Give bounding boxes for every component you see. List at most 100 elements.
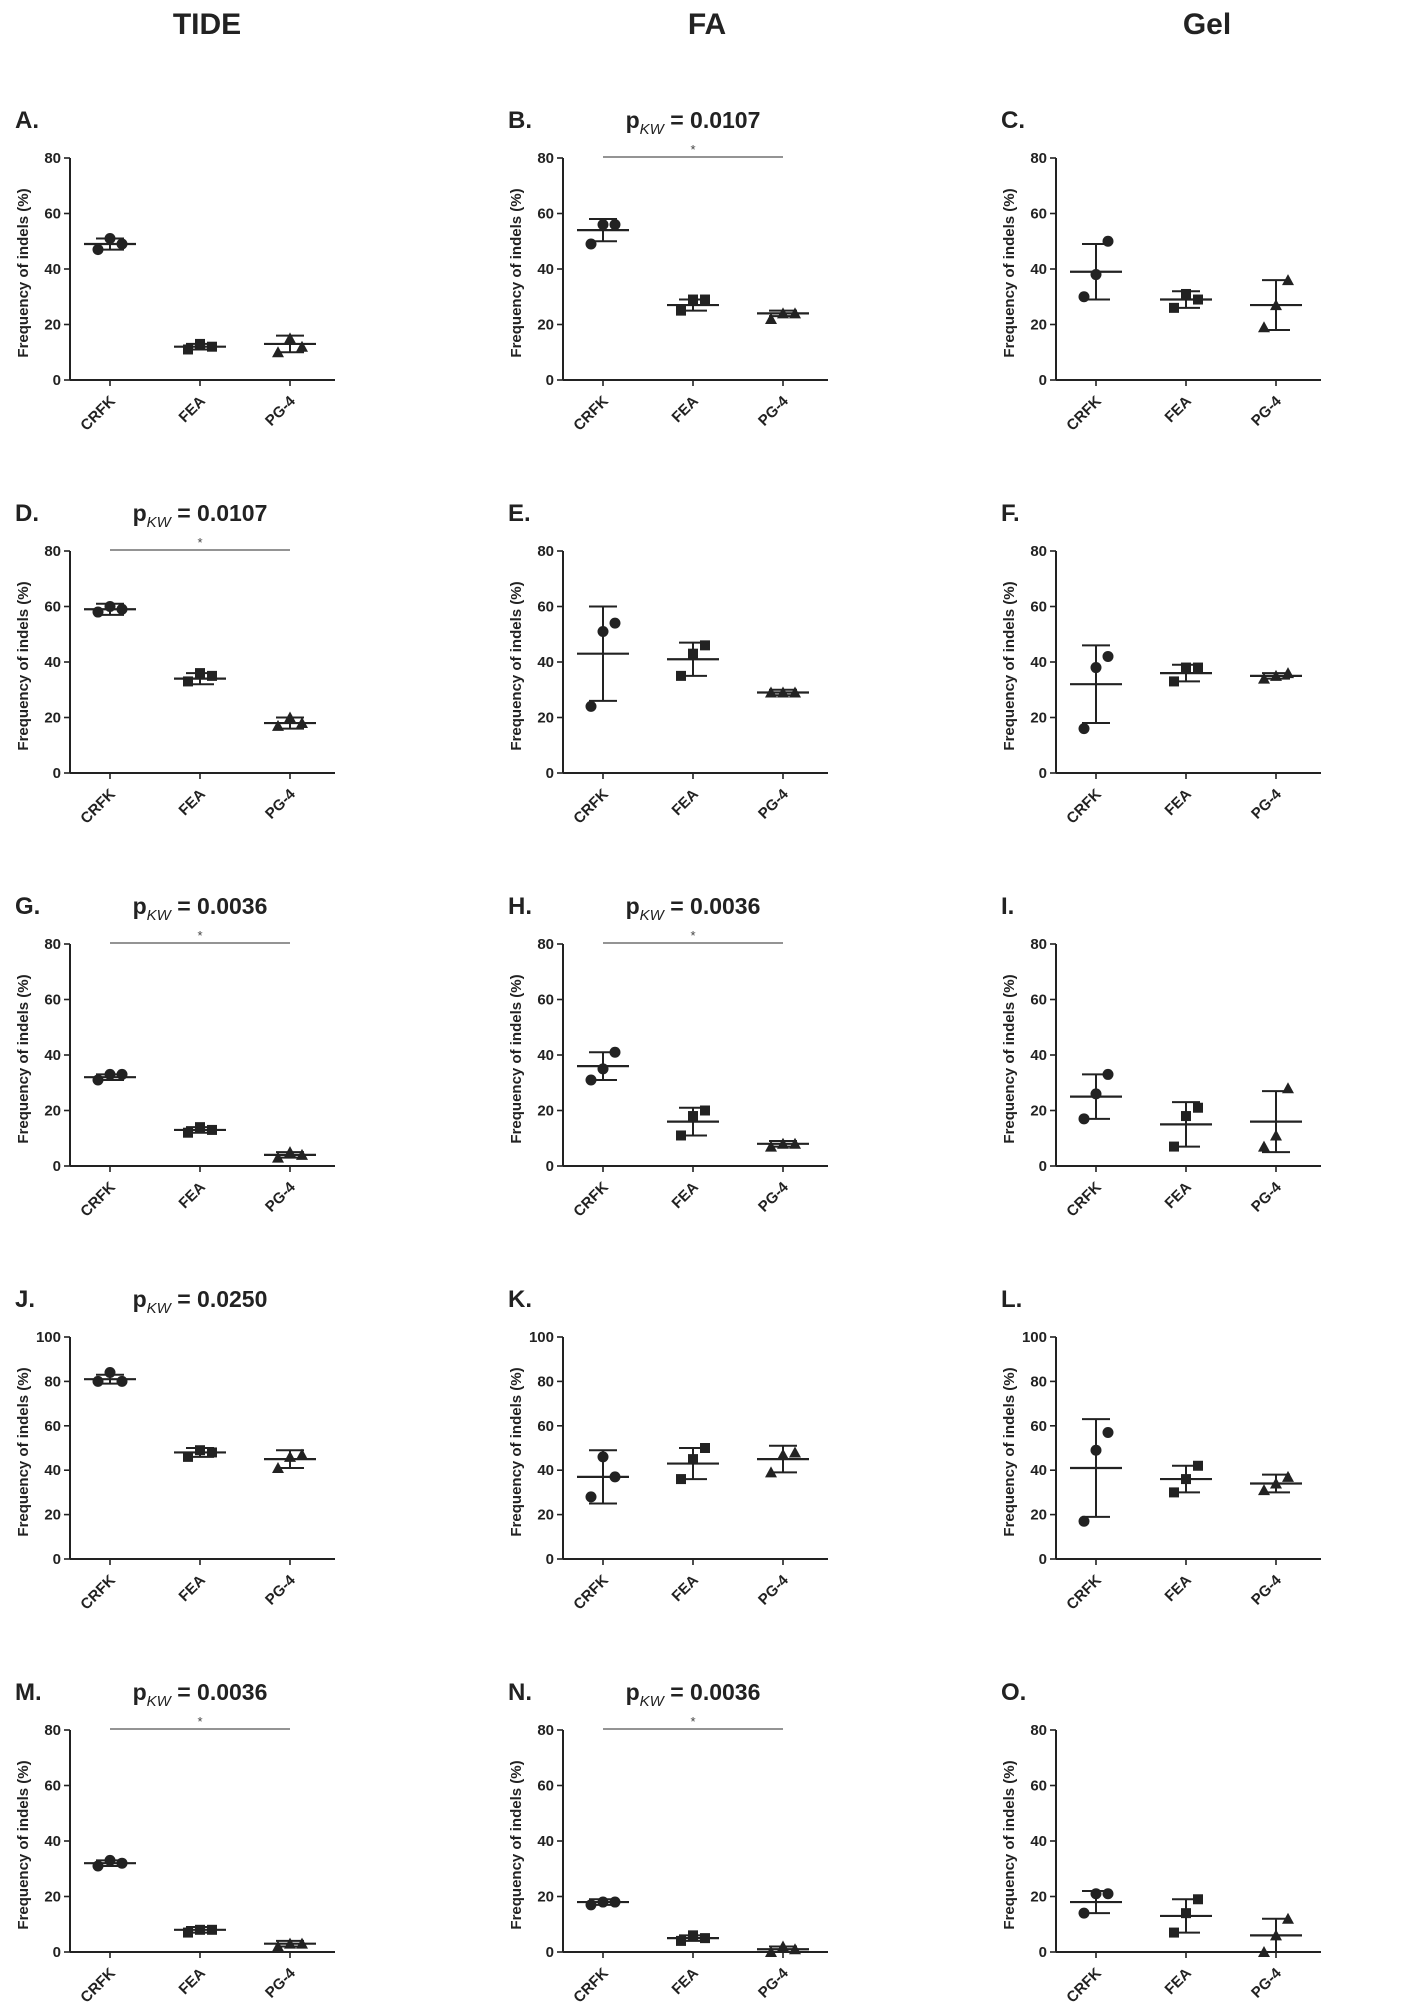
data-point xyxy=(1193,1460,1203,1471)
x-tick-label: FEA xyxy=(669,1572,702,1605)
data-point xyxy=(765,1466,777,1478)
data-point xyxy=(1270,1929,1282,1941)
y-axis-label: Frequency of indels (%) xyxy=(1001,581,1018,750)
data-point xyxy=(1169,1487,1179,1498)
data-point xyxy=(609,617,621,629)
y-tick-label: 20 xyxy=(1030,1889,1047,1906)
panel-label: B. xyxy=(508,107,532,134)
x-tick-label: PG-4 xyxy=(755,785,792,822)
y-tick-label: 80 xyxy=(44,543,61,560)
chart-panel: C. Frequency of indels (%) 0 20 40 60 80 CRFK FE… xyxy=(1001,107,1321,434)
x-tick-label: CRFK xyxy=(77,1572,119,1614)
y-tick-label: 100 xyxy=(529,1329,554,1346)
chart-panel: N. pKW = 0.0036 Frequency of indels (%) 0 20… xyxy=(508,1679,828,2006)
data-point xyxy=(104,601,116,612)
y-tick-label: 60 xyxy=(537,206,554,223)
data-point xyxy=(116,238,128,250)
y-axis-label: Frequency of indels (%) xyxy=(1001,974,1018,1143)
x-tick-label: CRFK xyxy=(570,1965,612,2007)
x-tick-label: FEA xyxy=(669,1965,702,1998)
data-point xyxy=(296,1937,308,1949)
y-tick-label: 0 xyxy=(1039,1944,1047,1961)
data-point xyxy=(585,1491,597,1503)
data-point xyxy=(104,1854,116,1866)
data-point xyxy=(1090,1444,1102,1456)
x-tick-label: PG-4 xyxy=(755,1571,792,1608)
y-tick-label: 20 xyxy=(537,1507,554,1524)
data-point xyxy=(92,244,104,256)
x-tick-label: CRFK xyxy=(77,1965,119,2007)
y-tick-label: 0 xyxy=(546,372,554,389)
chart-panel: D. pKW = 0.0107 Frequency of indels (%) 0 20… xyxy=(15,500,335,827)
y-tick-label: 80 xyxy=(1030,150,1047,167)
y-tick-label: 100 xyxy=(36,1329,61,1346)
y-tick-label: 0 xyxy=(546,1551,554,1568)
y-axis-label: Frequency of indels (%) xyxy=(508,974,525,1143)
data-point xyxy=(1078,1907,1090,1919)
x-tick-label: PG-4 xyxy=(262,1571,299,1608)
x-tick-label: FEA xyxy=(669,393,702,426)
chart-panel: H. pKW = 0.0036 Frequency of indels (%) 0 20… xyxy=(508,893,828,1220)
data-point xyxy=(597,1063,609,1075)
data-point xyxy=(1270,1129,1282,1141)
y-tick-label: 40 xyxy=(1030,1462,1047,1479)
y-tick-label: 80 xyxy=(44,936,61,953)
y-tick-label: 40 xyxy=(537,1833,554,1850)
data-point xyxy=(1169,676,1179,687)
data-point xyxy=(1258,1140,1270,1152)
significance-label: * xyxy=(690,142,695,157)
data-point xyxy=(585,700,597,712)
y-tick-label: 80 xyxy=(44,150,61,167)
chart-panel: K. Frequency of indels (%) 0 20 40 60 80 100 CRF… xyxy=(508,1286,828,1613)
panel-title: pKW = 0.0036 xyxy=(626,1679,761,1710)
data-point xyxy=(597,1896,609,1908)
y-axis-label: Frequency of indels (%) xyxy=(15,1367,32,1536)
data-point xyxy=(272,346,284,358)
x-tick-label: CRFK xyxy=(570,786,612,828)
y-tick-label: 0 xyxy=(1039,1551,1047,1568)
data-point xyxy=(765,312,777,324)
data-point xyxy=(116,1857,128,1869)
y-tick-label: 0 xyxy=(53,1944,61,1961)
chart-panel: I. Frequency of indels (%) 0 20 40 60 80 CRFK FE… xyxy=(1001,893,1321,1220)
y-tick-label: 20 xyxy=(1030,1103,1047,1120)
data-point xyxy=(104,1367,116,1379)
data-point xyxy=(1181,662,1191,673)
data-point xyxy=(296,1448,308,1460)
data-point xyxy=(700,1443,710,1453)
x-tick-label: FEA xyxy=(1162,1572,1195,1605)
y-tick-label: 20 xyxy=(1030,710,1047,727)
x-tick-label: FEA xyxy=(1162,1179,1195,1212)
data-point xyxy=(207,1924,217,1935)
significance-label: * xyxy=(197,1714,202,1729)
panel-title: pKW = 0.0036 xyxy=(133,893,268,924)
data-point xyxy=(1102,650,1114,662)
y-tick-label: 60 xyxy=(44,599,61,616)
data-point xyxy=(1181,1908,1191,1919)
y-tick-label: 80 xyxy=(1030,1722,1047,1739)
x-tick-label: FEA xyxy=(1162,1965,1195,1998)
data-point xyxy=(609,219,621,231)
data-point xyxy=(609,1471,621,1483)
y-tick-label: 20 xyxy=(1030,317,1047,334)
chart-panel: B. pKW = 0.0107 Frequency of indels (%) 0 20… xyxy=(508,107,828,434)
y-tick-label: 60 xyxy=(537,1778,554,1795)
y-tick-label: 0 xyxy=(53,372,61,389)
significance-label: * xyxy=(197,535,202,550)
data-point xyxy=(609,1896,621,1908)
y-tick-label: 40 xyxy=(537,1462,554,1479)
x-tick-label: PG-4 xyxy=(1248,785,1285,822)
y-tick-label: 60 xyxy=(537,599,554,616)
x-tick-label: CRFK xyxy=(1063,786,1105,828)
y-tick-label: 0 xyxy=(53,765,61,782)
data-point xyxy=(1090,662,1102,674)
panel-label: O. xyxy=(1001,1679,1026,1706)
data-point xyxy=(765,1946,777,1957)
data-point xyxy=(183,344,193,355)
data-point xyxy=(1282,667,1294,679)
x-tick-label: PG-4 xyxy=(1248,392,1285,429)
y-tick-label: 0 xyxy=(53,1158,61,1175)
data-point xyxy=(1078,291,1090,303)
chart-panel: L. Frequency of indels (%) 0 20 40 60 80 100 CRF… xyxy=(1001,1286,1321,1613)
data-point xyxy=(1078,723,1090,735)
